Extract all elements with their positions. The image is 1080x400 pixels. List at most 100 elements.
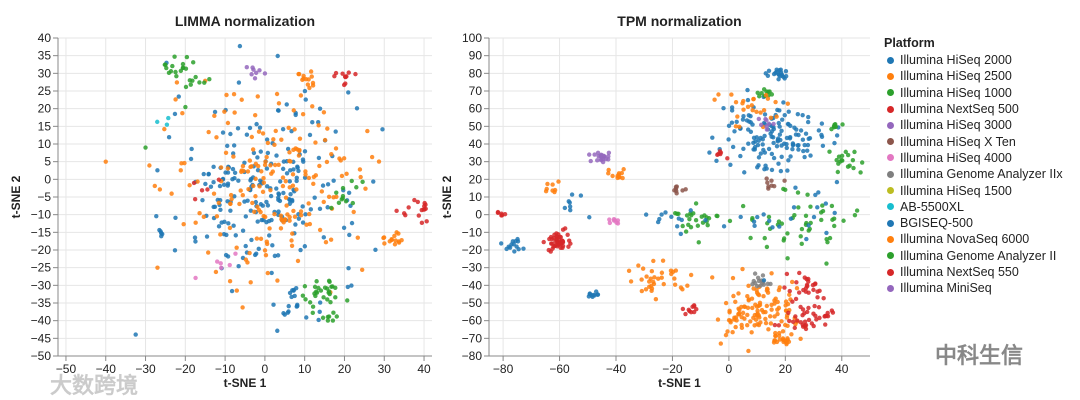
data-point <box>213 269 219 275</box>
data-point <box>649 288 654 294</box>
legend-item[interactable]: Illumina NextSeq 550 <box>884 264 1063 280</box>
data-point <box>328 300 333 305</box>
legend-item[interactable]: Illumina HiSeq 2500 <box>884 68 1063 84</box>
legend-item[interactable]: Illumina Genome Analyzer IIx <box>884 166 1063 182</box>
data-point <box>777 108 782 113</box>
data-point <box>166 115 171 121</box>
data-point <box>816 305 822 310</box>
data-point <box>788 123 793 129</box>
data-point <box>244 65 249 70</box>
data-point <box>162 126 167 132</box>
legend-item[interactable]: Illumina HiSeq 2000 <box>884 52 1063 68</box>
data-point <box>805 284 810 289</box>
data-point <box>723 300 729 306</box>
data-point <box>819 132 824 138</box>
data-point <box>852 212 858 218</box>
data-point <box>772 314 777 319</box>
legend-item[interactable]: Illumina NovaSeq 6000 <box>884 231 1063 247</box>
data-point <box>289 238 294 243</box>
data-point <box>806 290 811 295</box>
legend-item[interactable]: Illumina Genome Analyzer II <box>884 248 1063 264</box>
data-point <box>300 293 306 298</box>
data-point <box>262 71 268 76</box>
legend-item[interactable]: BGISEQ-500 <box>884 215 1063 231</box>
data-point <box>311 181 316 187</box>
data-point <box>280 183 286 189</box>
legend-item[interactable]: Illumina HiSeq X Ten <box>884 133 1063 149</box>
data-point <box>651 258 656 264</box>
data-point <box>222 109 227 114</box>
data-point <box>767 314 773 319</box>
data-point <box>680 287 685 292</box>
data-point <box>143 145 148 150</box>
data-point <box>729 120 735 125</box>
data-point <box>656 276 661 281</box>
data-point <box>776 120 781 126</box>
data-point <box>777 68 782 73</box>
data-point <box>692 304 697 309</box>
y-tick-label: 0 <box>44 172 51 186</box>
x-axis-label: t-SNE 1 <box>658 376 701 390</box>
data-point <box>557 241 562 247</box>
data-point <box>811 214 817 220</box>
legend-item[interactable]: Illumina NextSeq 500 <box>884 101 1063 117</box>
data-point <box>607 220 613 226</box>
data-point <box>360 179 365 185</box>
data-point <box>587 291 592 297</box>
legend-label: Illumina MiniSeq <box>900 281 992 296</box>
y-tick-label: −70 <box>462 331 483 345</box>
data-point <box>204 234 210 239</box>
data-point <box>595 150 601 156</box>
legend-item[interactable]: Illumina HiSeq 4000 <box>884 150 1063 166</box>
legend-item[interactable]: Illumina HiSeq 1000 <box>884 85 1063 101</box>
data-point <box>401 211 407 216</box>
data-point <box>373 247 378 253</box>
data-point <box>806 305 811 311</box>
data-point <box>214 214 220 219</box>
legend-item[interactable]: Illumina HiSeq 3000 <box>884 117 1063 133</box>
data-point <box>325 318 331 323</box>
data-point <box>229 196 234 202</box>
data-point <box>782 285 787 290</box>
data-point <box>815 205 820 210</box>
x-tick-label: 30 <box>378 362 392 376</box>
data-point <box>834 179 840 185</box>
data-point <box>133 332 138 337</box>
data-point <box>499 241 504 246</box>
legend-label: BGISEQ-500 <box>900 216 973 231</box>
data-point <box>832 140 837 146</box>
data-point <box>245 169 251 174</box>
data-point <box>755 142 761 148</box>
data-point <box>850 157 856 163</box>
data-point <box>273 128 278 134</box>
data-point <box>253 70 259 76</box>
data-point <box>777 224 782 229</box>
data-point <box>344 171 349 177</box>
data-point <box>766 214 772 220</box>
data-point <box>349 220 355 226</box>
legend-item[interactable]: Illumina HiSeq 1500 <box>884 182 1063 198</box>
data-point <box>801 148 806 154</box>
data-point <box>260 131 266 136</box>
data-point <box>329 284 334 289</box>
data-point <box>783 74 789 79</box>
legend-item[interactable]: AB-5500XL <box>884 199 1063 215</box>
data-point <box>670 269 676 275</box>
data-point <box>827 235 833 241</box>
data-point <box>764 286 770 291</box>
data-point <box>793 314 798 319</box>
data-point <box>800 137 806 142</box>
data-point <box>785 231 790 236</box>
data-point <box>324 159 330 165</box>
data-point <box>306 201 311 206</box>
data-point <box>745 305 751 311</box>
data-point <box>329 205 334 211</box>
data-point <box>778 168 784 174</box>
data-point <box>389 236 394 242</box>
data-point <box>569 192 575 197</box>
data-point <box>808 153 813 158</box>
data-point <box>759 91 764 96</box>
data-point <box>820 203 825 208</box>
data-point <box>291 108 296 113</box>
legend-item[interactable]: Illumina MiniSeq <box>884 280 1063 296</box>
